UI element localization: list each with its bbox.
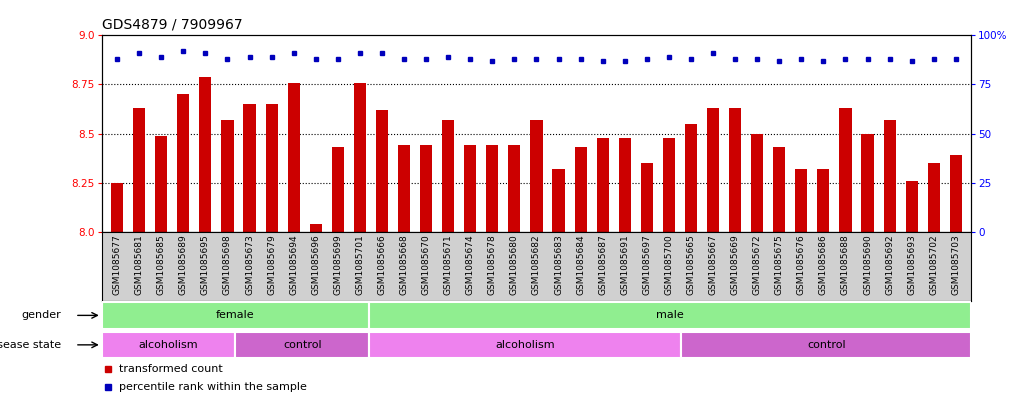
Bar bbox=[795, 169, 807, 232]
Bar bbox=[354, 83, 366, 232]
Text: male: male bbox=[656, 310, 684, 320]
Text: control: control bbox=[283, 340, 321, 350]
Bar bbox=[102, 332, 236, 358]
Text: GSM1085672: GSM1085672 bbox=[753, 234, 762, 295]
Bar bbox=[133, 108, 145, 232]
Bar bbox=[839, 108, 851, 232]
Bar bbox=[575, 147, 587, 232]
Bar bbox=[288, 83, 300, 232]
Text: GSM1085697: GSM1085697 bbox=[643, 234, 651, 295]
Bar bbox=[905, 181, 917, 232]
Text: GSM1085702: GSM1085702 bbox=[930, 234, 939, 295]
Bar bbox=[884, 120, 896, 232]
Text: GSM1085698: GSM1085698 bbox=[223, 234, 232, 295]
Bar bbox=[707, 108, 719, 232]
Bar bbox=[597, 138, 609, 232]
Text: GSM1085695: GSM1085695 bbox=[201, 234, 210, 295]
Text: GSM1085666: GSM1085666 bbox=[377, 234, 386, 295]
Bar bbox=[684, 124, 697, 232]
Text: GSM1085677: GSM1085677 bbox=[113, 234, 122, 295]
Text: GSM1085679: GSM1085679 bbox=[267, 234, 277, 295]
Bar bbox=[729, 108, 741, 232]
Text: GSM1085692: GSM1085692 bbox=[885, 234, 894, 295]
Text: GSM1085703: GSM1085703 bbox=[951, 234, 960, 295]
Text: GSM1085688: GSM1085688 bbox=[841, 234, 850, 295]
Text: GSM1085685: GSM1085685 bbox=[157, 234, 166, 295]
Text: GSM1085701: GSM1085701 bbox=[355, 234, 364, 295]
Text: alcoholism: alcoholism bbox=[138, 340, 198, 350]
Bar bbox=[618, 138, 631, 232]
Bar bbox=[752, 134, 763, 232]
Text: female: female bbox=[217, 310, 255, 320]
Bar bbox=[369, 302, 971, 329]
Bar bbox=[111, 183, 123, 232]
Bar bbox=[265, 104, 278, 232]
Text: GSM1085690: GSM1085690 bbox=[863, 234, 872, 295]
Text: gender: gender bbox=[21, 310, 62, 320]
Text: GSM1085694: GSM1085694 bbox=[289, 234, 298, 295]
Text: GSM1085700: GSM1085700 bbox=[664, 234, 673, 295]
Bar bbox=[663, 138, 675, 232]
Text: GSM1085699: GSM1085699 bbox=[334, 234, 343, 295]
Bar bbox=[486, 145, 498, 232]
Text: GSM1085686: GSM1085686 bbox=[819, 234, 828, 295]
Bar bbox=[222, 120, 234, 232]
Text: GSM1085671: GSM1085671 bbox=[443, 234, 453, 295]
Bar bbox=[199, 77, 212, 232]
Bar bbox=[398, 145, 410, 232]
Bar bbox=[332, 147, 344, 232]
Text: GSM1085693: GSM1085693 bbox=[907, 234, 916, 295]
Text: alcoholism: alcoholism bbox=[495, 340, 555, 350]
Bar bbox=[928, 163, 940, 232]
Text: GSM1085673: GSM1085673 bbox=[245, 234, 254, 295]
Bar bbox=[950, 155, 962, 232]
Text: GSM1085684: GSM1085684 bbox=[576, 234, 585, 295]
Bar bbox=[236, 332, 369, 358]
Bar bbox=[552, 169, 564, 232]
Text: GSM1085670: GSM1085670 bbox=[422, 234, 430, 295]
Bar bbox=[156, 136, 168, 232]
Bar bbox=[177, 94, 189, 232]
Text: GSM1085669: GSM1085669 bbox=[730, 234, 739, 295]
Bar bbox=[773, 147, 785, 232]
Bar bbox=[376, 110, 388, 232]
Text: GSM1085683: GSM1085683 bbox=[554, 234, 563, 295]
Text: GSM1085674: GSM1085674 bbox=[466, 234, 475, 295]
Text: GSM1085665: GSM1085665 bbox=[686, 234, 696, 295]
Text: control: control bbox=[807, 340, 845, 350]
Text: GSM1085676: GSM1085676 bbox=[796, 234, 805, 295]
Text: GSM1085682: GSM1085682 bbox=[532, 234, 541, 295]
Text: GSM1085675: GSM1085675 bbox=[775, 234, 784, 295]
Bar bbox=[681, 332, 971, 358]
Text: GSM1085667: GSM1085667 bbox=[709, 234, 718, 295]
Text: GSM1085681: GSM1085681 bbox=[134, 234, 143, 295]
Bar bbox=[369, 332, 681, 358]
Text: GSM1085689: GSM1085689 bbox=[179, 234, 188, 295]
Text: GSM1085696: GSM1085696 bbox=[311, 234, 320, 295]
Bar bbox=[310, 224, 321, 232]
Text: GSM1085691: GSM1085691 bbox=[620, 234, 630, 295]
Bar bbox=[531, 120, 542, 232]
Bar bbox=[243, 104, 255, 232]
Bar bbox=[442, 120, 455, 232]
Text: transformed count: transformed count bbox=[120, 364, 224, 374]
Bar bbox=[861, 134, 874, 232]
Bar bbox=[464, 145, 476, 232]
Text: GSM1085680: GSM1085680 bbox=[510, 234, 519, 295]
Text: GDS4879 / 7909967: GDS4879 / 7909967 bbox=[102, 17, 242, 31]
Text: percentile rank within the sample: percentile rank within the sample bbox=[120, 382, 307, 392]
Text: disease state: disease state bbox=[0, 340, 62, 350]
Bar bbox=[508, 145, 521, 232]
Text: GSM1085668: GSM1085668 bbox=[400, 234, 409, 295]
Bar bbox=[102, 302, 369, 329]
Text: GSM1085687: GSM1085687 bbox=[598, 234, 607, 295]
Bar bbox=[420, 145, 432, 232]
Bar bbox=[641, 163, 653, 232]
Bar bbox=[818, 169, 830, 232]
Text: GSM1085678: GSM1085678 bbox=[488, 234, 497, 295]
